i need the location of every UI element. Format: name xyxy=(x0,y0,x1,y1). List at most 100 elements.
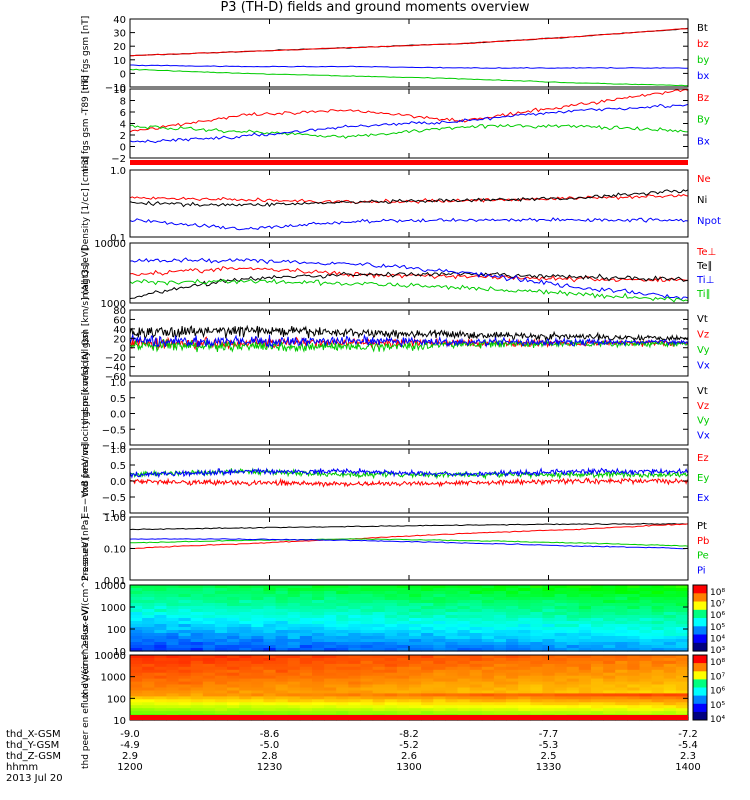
spectrogram-cell xyxy=(433,655,446,659)
spectrogram-cell xyxy=(275,645,289,649)
spectrogram-cell xyxy=(651,621,665,625)
legend-Te∥: Te∥ xyxy=(696,261,713,272)
spectrogram-cell xyxy=(445,585,459,589)
spectrogram-cell xyxy=(275,655,289,659)
spectrogram-cell xyxy=(457,621,471,625)
spectrogram-cell xyxy=(457,645,471,649)
spectrogram-cell xyxy=(239,609,252,613)
spectrogram-cell xyxy=(627,663,640,668)
spectrogram-cell xyxy=(615,603,628,607)
spectrogram-cell xyxy=(566,690,580,695)
spectrogram-cell xyxy=(469,678,483,683)
spectrogram-cell xyxy=(469,675,483,680)
spectrogram-cell xyxy=(542,681,556,686)
spectrogram-cell xyxy=(530,708,543,712)
spectrogram-cell xyxy=(433,711,446,715)
spectrogram-cell xyxy=(324,621,337,625)
spectrogram-cell xyxy=(227,678,240,683)
spectrogram-cell xyxy=(372,630,386,634)
spectrogram-cell xyxy=(299,681,313,686)
spectrogram-cell xyxy=(348,591,361,595)
spectrogram-cell xyxy=(142,627,155,631)
spectrogram-cell xyxy=(384,600,398,604)
spectrogram-cell xyxy=(324,612,337,616)
spectrogram-cell xyxy=(227,687,240,692)
spectrogram-cell xyxy=(396,591,410,595)
spectrogram-cell xyxy=(178,615,192,619)
spectrogram-cell xyxy=(263,621,277,625)
spectrogram-cell xyxy=(578,636,592,640)
spectrogram-cell xyxy=(360,663,374,668)
spectrogram-cell xyxy=(142,648,155,652)
spectrogram-cell xyxy=(493,708,507,712)
spectrogram-cell xyxy=(227,639,240,643)
spectrogram-cell xyxy=(360,630,374,634)
spectrogram-cell xyxy=(615,615,628,619)
spectrogram-cell xyxy=(214,630,228,634)
spectrogram-cell xyxy=(627,597,640,601)
spectrogram-cell xyxy=(142,708,155,712)
spectrogram-cell xyxy=(542,672,556,677)
spectrogram-cell xyxy=(506,633,519,637)
spectrogram-cell xyxy=(287,600,301,604)
spectrogram-cell xyxy=(178,624,192,628)
spectrogram-cell xyxy=(639,636,653,640)
spectrogram-cell xyxy=(639,660,653,665)
spectrogram-cell xyxy=(130,678,143,683)
spectrogram-cell xyxy=(639,708,653,712)
spectrogram-cell xyxy=(202,660,216,665)
spectrogram-cell xyxy=(554,621,568,625)
spectrogram-cell xyxy=(287,648,301,652)
colorbar-tick-label: 10⁵ xyxy=(710,623,725,633)
spectrogram-cell xyxy=(384,687,398,692)
spectrogram-cell xyxy=(372,591,386,595)
footer-value: -5.3 xyxy=(539,740,559,751)
spectrogram-cell xyxy=(518,615,531,619)
spectrogram-cell xyxy=(663,660,677,665)
spectrogram-cell xyxy=(384,699,398,703)
spectrogram-cell xyxy=(421,639,434,643)
spectrogram-cell xyxy=(469,693,483,697)
spectrogram-cell xyxy=(651,630,665,634)
spectrogram-cell xyxy=(348,642,361,646)
spectrogram-cell xyxy=(336,642,349,646)
spectrogram-cell xyxy=(578,655,592,659)
series-Ex-line xyxy=(129,466,689,479)
series-bz-line xyxy=(129,28,689,57)
y-tick-label: 0 xyxy=(120,69,126,80)
spectrogram-cell xyxy=(469,681,483,686)
spectrogram-cell xyxy=(409,658,422,662)
spectrogram-cell xyxy=(190,660,204,665)
spectrogram-cell xyxy=(481,621,495,625)
spectrogram-cell xyxy=(142,594,155,598)
spectrogram-cell xyxy=(433,627,446,631)
spectrogram-cell xyxy=(409,594,422,598)
spectrogram-cell xyxy=(518,588,531,592)
y-axis-label: E=−VxB [mV/m] xyxy=(81,443,91,518)
spectrogram-cell xyxy=(445,624,459,628)
colorbar-segment xyxy=(693,679,707,688)
spectrogram-cell xyxy=(263,699,277,703)
legend-bz: bz xyxy=(697,39,709,50)
spectrogram-cell xyxy=(178,658,192,662)
series-Pt-line xyxy=(129,522,689,531)
spectrogram-cell xyxy=(409,696,422,700)
spectrogram-cell xyxy=(154,678,167,683)
spectrogram-cell xyxy=(336,588,349,592)
y-tick-label: 2 xyxy=(120,131,126,142)
spectrogram-cell xyxy=(348,600,361,604)
spectrogram-cell xyxy=(445,702,459,706)
spectrogram-cell xyxy=(372,633,386,637)
spectrogram-cell xyxy=(518,627,531,631)
spectrogram-cell xyxy=(324,696,337,700)
spectrogram-cell xyxy=(324,600,337,604)
spectrogram-cell xyxy=(312,658,325,662)
spectrogram-cell xyxy=(663,666,677,671)
spectrogram-cell xyxy=(591,633,604,637)
spectrogram-cell xyxy=(202,699,216,703)
spectrogram-cell xyxy=(433,666,446,671)
spectrogram-cell xyxy=(542,606,556,610)
spectrogram-cell xyxy=(130,648,143,652)
spectrogram-cell xyxy=(178,666,192,671)
spectrogram-cell xyxy=(578,708,592,712)
